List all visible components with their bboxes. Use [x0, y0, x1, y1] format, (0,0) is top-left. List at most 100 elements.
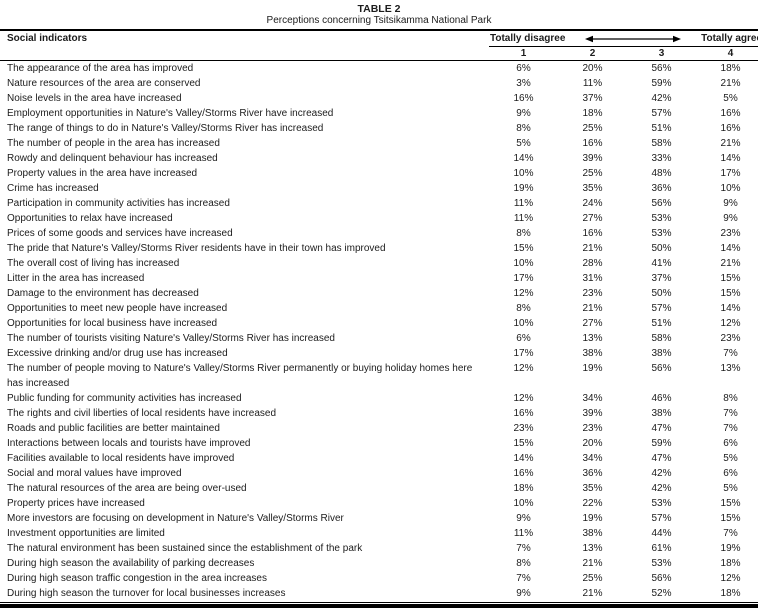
- indicator-label: Facilities available to local residents …: [7, 453, 235, 464]
- percentage-value: 15%: [720, 513, 741, 524]
- indicator-label: During high season the availability of p…: [7, 558, 255, 569]
- percentage-value: 24%: [582, 198, 603, 209]
- indicator-label: Litter in the area has increased: [7, 273, 145, 284]
- percentage-value: 34%: [582, 453, 603, 464]
- indicator-label: More investors are focusing on developme…: [7, 513, 344, 524]
- table-row: The number of people in the area has inc…: [0, 136, 758, 151]
- left-right-arrow-icon: [565, 35, 701, 43]
- percentage-value: 19%: [582, 363, 603, 374]
- table-row: The number of tourists visiting Nature's…: [0, 331, 758, 346]
- percentage-value: 9%: [516, 588, 531, 599]
- percentage-value: 10%: [513, 318, 534, 329]
- percentage-value: 56%: [651, 363, 672, 374]
- indicator-label: The range of things to do in Nature's Va…: [7, 123, 324, 134]
- table-row: Employment opportunities in Nature's Val…: [0, 106, 758, 121]
- percentage-value: 6%: [723, 468, 738, 479]
- percentage-value: 11%: [513, 528, 534, 539]
- table-row: The range of things to do in Nature's Va…: [0, 121, 758, 136]
- table-row: Roads and public facilities are better m…: [0, 421, 758, 436]
- percentage-value: 23%: [720, 333, 741, 344]
- percentage-value: 27%: [582, 318, 603, 329]
- percentage-value: 35%: [582, 183, 603, 194]
- percentage-value: 23%: [720, 228, 741, 239]
- table-row: The natural environment has been sustain…: [0, 541, 758, 556]
- percentage-value: 12%: [720, 318, 741, 329]
- percentage-value: 21%: [720, 258, 741, 269]
- indicator-label: The pride that Nature's Valley/Storms Ri…: [7, 243, 386, 254]
- table-row: Excessive drinking and/or drug use has i…: [0, 346, 758, 361]
- table-header: Social indicators Totally disagree Total…: [0, 30, 758, 61]
- table-row: Public funding for community activities …: [0, 391, 758, 406]
- percentage-value: 14%: [720, 153, 741, 164]
- table-row: Participation in community activities ha…: [0, 196, 758, 211]
- percentage-value: 56%: [651, 198, 672, 209]
- scale-number-2: 2: [558, 46, 627, 61]
- percentage-value: 6%: [723, 438, 738, 449]
- percentage-value: 10%: [513, 498, 534, 509]
- percentage-value: 44%: [651, 528, 672, 539]
- percentage-value: 14%: [513, 453, 534, 464]
- percentage-value: 33%: [651, 153, 672, 164]
- indicator-label: Nature resources of the area are conserv…: [7, 78, 201, 89]
- percentage-value: 38%: [582, 528, 603, 539]
- indicator-label: The number of people moving to Nature's …: [7, 363, 473, 389]
- percentage-value: 53%: [651, 213, 672, 224]
- percentage-value: 57%: [651, 108, 672, 119]
- indicator-label: Property prices have increased: [7, 498, 145, 509]
- percentage-value: 25%: [582, 168, 603, 179]
- percentage-value: 17%: [513, 348, 534, 359]
- percentage-value: 61%: [651, 543, 672, 554]
- percentage-value: 7%: [723, 423, 738, 434]
- table-row: Interactions between locals and tourists…: [0, 436, 758, 451]
- percentage-value: 56%: [651, 573, 672, 584]
- indicator-label: Opportunities to meet new people have in…: [7, 303, 228, 314]
- table-bottom-rule-thick: [0, 604, 758, 608]
- percentage-value: 16%: [582, 228, 603, 239]
- table-row: The appearance of the area has improved 6…: [0, 61, 758, 77]
- percentage-value: 18%: [720, 558, 741, 569]
- percentage-value: 9%: [723, 213, 738, 224]
- percentage-value: 27%: [582, 213, 603, 224]
- table-row: Property prices have increased 10% 22% 53% 1…: [0, 496, 758, 511]
- percentage-value: 13%: [582, 333, 603, 344]
- indicator-label: The overall cost of living has increased: [7, 258, 180, 269]
- percentage-value: 7%: [723, 348, 738, 359]
- percentage-value: 38%: [582, 348, 603, 359]
- percentage-value: 52%: [651, 588, 672, 599]
- scale-number-1: 1: [489, 46, 558, 61]
- percentage-value: 36%: [582, 468, 603, 479]
- indicator-label: Rowdy and delinquent behaviour has incre…: [7, 153, 218, 164]
- percentage-value: 9%: [516, 108, 531, 119]
- percentage-value: 37%: [582, 93, 603, 104]
- percentage-value: 10%: [720, 183, 741, 194]
- percentage-value: 11%: [582, 78, 603, 89]
- percentage-value: 15%: [720, 288, 741, 299]
- percentage-value: 38%: [651, 408, 672, 419]
- indicator-label: The natural resources of the area are be…: [7, 483, 247, 494]
- percentage-value: 53%: [651, 558, 672, 569]
- percentage-value: 10%: [513, 258, 534, 269]
- percentage-value: 51%: [651, 123, 672, 134]
- percentage-value: 10%: [513, 168, 534, 179]
- percentage-value: 15%: [720, 498, 741, 509]
- percentage-value: 12%: [513, 393, 534, 404]
- percentage-value: 39%: [582, 153, 603, 164]
- table-row: Investment opportunities are limited 11% 3…: [0, 526, 758, 541]
- indicator-label: The appearance of the area has improved: [7, 63, 194, 74]
- column-header-scale: Totally disagree Totally agree: [489, 30, 758, 47]
- percentage-value: 5%: [723, 93, 738, 104]
- table-bottom-rule-thin: [0, 602, 758, 603]
- table-body: The appearance of the area has improved 6…: [0, 61, 758, 602]
- percentage-value: 57%: [651, 513, 672, 524]
- percentage-value: 15%: [720, 273, 741, 284]
- percentage-value: 6%: [516, 333, 531, 344]
- percentage-value: 47%: [651, 453, 672, 464]
- percentage-value: 14%: [720, 243, 741, 254]
- percentage-value: 56%: [651, 63, 672, 74]
- table-row: Crime has increased 19% 35% 36% 10%: [0, 181, 758, 196]
- percentage-value: 21%: [582, 303, 603, 314]
- table-caption: Perceptions concerning Tsitsikamma Natio…: [266, 15, 492, 26]
- table-row: During high season traffic congestion in…: [0, 571, 758, 586]
- indicator-label: Noise levels in the area have increased: [7, 93, 182, 104]
- indicator-label: Prices of some goods and services have i…: [7, 228, 233, 239]
